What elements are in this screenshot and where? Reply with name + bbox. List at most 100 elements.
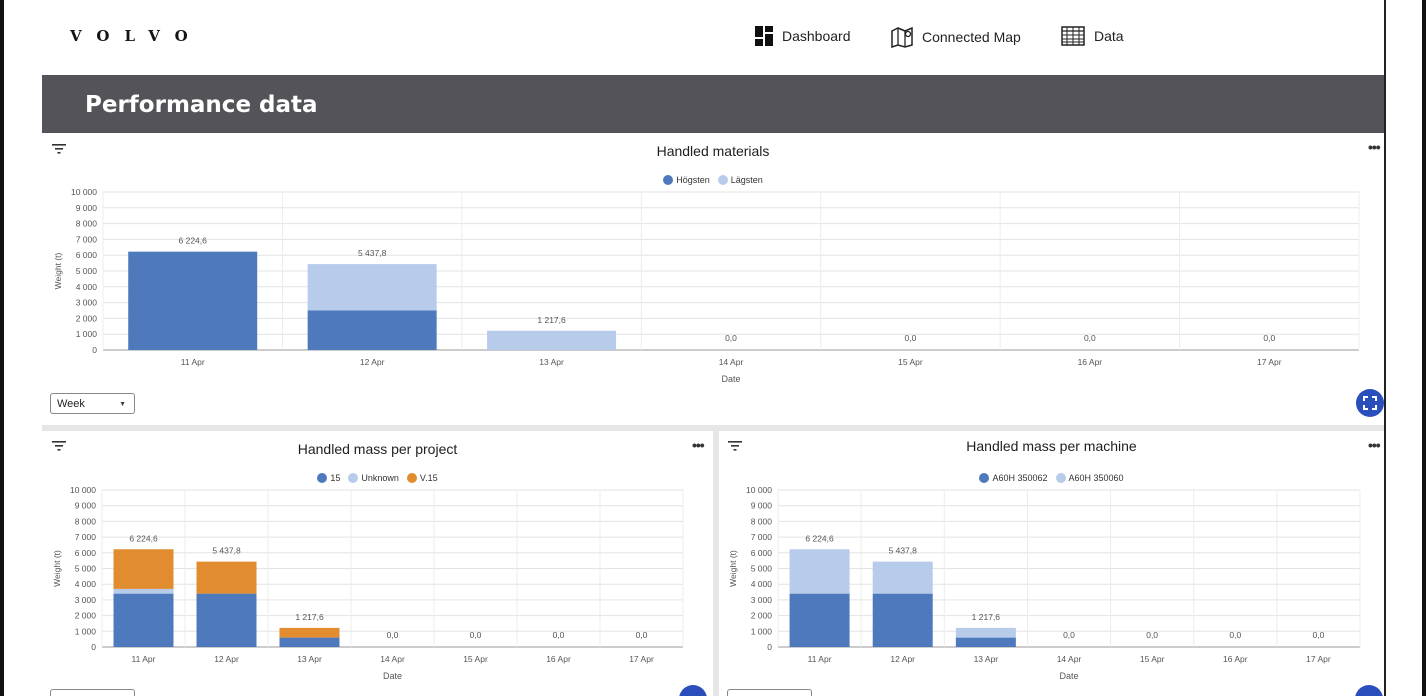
legend-item[interactable]: Lägsten [717, 175, 763, 185]
dashboard-icon [755, 26, 773, 46]
legend-label: 15 [330, 473, 341, 483]
more-options-icon[interactable]: ••• [1368, 139, 1381, 155]
legend-label: A60H 350060 [1068, 473, 1124, 483]
data-label: 0,0 [470, 630, 482, 640]
x-tick-label: 14 Apr [380, 654, 405, 664]
y-tick-label: 5 000 [75, 564, 97, 574]
data-label: 0,0 [1084, 333, 1096, 343]
y-axis-title: Weight (t) [53, 252, 63, 289]
data-label: 0,0 [636, 630, 648, 640]
y-tick-label: 2 000 [75, 611, 97, 621]
x-tick-label: 12 Apr [890, 654, 915, 664]
nav-data[interactable]: Data [1061, 26, 1124, 46]
x-tick-label: 17 Apr [1306, 654, 1331, 664]
bar-segment [789, 593, 850, 647]
x-tick-label: 16 Apr [1223, 654, 1248, 664]
map-icon [891, 26, 913, 48]
chart-legend: Högsten Lägsten [42, 175, 1384, 185]
data-label: 1 217,6 [537, 315, 566, 325]
page-banner: Performance data [42, 75, 1384, 133]
legend-item[interactable]: 15 [317, 473, 340, 483]
legend-item[interactable]: Högsten [663, 175, 710, 185]
x-tick-label: 14 Apr [1057, 654, 1082, 664]
bar-segment [128, 251, 258, 350]
handled-materials-chart: 0 1 000 2 000 3 000 4 000 5 000 6 000 7 000 8 00… [53, 187, 1360, 384]
data-label: 1 217,6 [972, 612, 1001, 622]
panel-title: Handled mass per project [297, 441, 458, 457]
panel-mass-per-project: Handled mass per project ••• 15 Unknown … [42, 431, 713, 696]
legend-item[interactable]: Unknown [348, 473, 399, 483]
volvo-logo[interactable]: VOLVO [70, 27, 203, 45]
bar-segment [955, 627, 1016, 638]
x-tick-label: 15 Apr [898, 357, 923, 367]
bar-segment [279, 637, 340, 647]
legend-item[interactable]: V.15 [406, 473, 438, 483]
y-tick-label: 0 [91, 642, 96, 652]
nav-connected-map[interactable]: Connected Map [891, 26, 1021, 48]
y-tick-label: 8 000 [751, 516, 773, 526]
bar-segment [196, 593, 257, 647]
period-select-project[interactable] [50, 689, 135, 696]
y-tick-label: 7 000 [75, 532, 97, 542]
period-select-value: Week [57, 398, 85, 410]
legend-swatch [979, 473, 990, 483]
y-tick-label: 9 000 [751, 501, 773, 511]
page-title: Performance data [85, 92, 318, 118]
legend-item[interactable]: A60H 350060 [1055, 473, 1124, 483]
y-tick-label: 0 [92, 345, 97, 355]
data-label: 0,0 [1313, 630, 1325, 640]
period-select[interactable]: Week ▼ [50, 393, 135, 414]
x-tick-label: 13 Apr [297, 654, 322, 664]
data-label: 6 224,6 [129, 533, 158, 543]
x-axis-title: Date [383, 671, 402, 681]
more-options-icon[interactable]: ••• [692, 437, 705, 453]
y-tick-label: 8 000 [75, 516, 97, 526]
nav-dashboard[interactable]: Dashboard [755, 26, 851, 46]
expand-button[interactable] [1355, 685, 1383, 696]
data-label: 0,0 [1063, 630, 1075, 640]
data-label: 5 437,8 [358, 248, 387, 258]
table-icon [1061, 26, 1085, 46]
mass-per-project-chart: 0 1 000 2 000 3 000 4 000 5 000 6 000 7 000 8 00… [52, 485, 684, 681]
filter-icon[interactable] [52, 440, 66, 452]
y-tick-label: 6 000 [76, 250, 98, 260]
legend-item[interactable]: A60H 350062 [979, 473, 1048, 483]
data-label: 0,0 [905, 333, 917, 343]
bar-segment [487, 330, 617, 350]
x-tick-label: 15 Apr [1140, 654, 1165, 664]
more-options-icon[interactable]: ••• [1368, 437, 1381, 453]
x-tick-label: 11 Apr [132, 654, 156, 664]
filter-icon[interactable] [728, 440, 742, 452]
data-label: 0,0 [553, 630, 565, 640]
data-label: 0,0 [725, 333, 737, 343]
x-tick-label: 16 Apr [1078, 357, 1103, 367]
legend-swatch [1055, 473, 1066, 483]
legend-label: Unknown [361, 473, 399, 483]
bar-segment [113, 593, 174, 647]
bar-segment [872, 561, 933, 594]
legend-swatch [317, 473, 328, 483]
panel-handled-materials: Handled materials ••• Högsten Lägsten 0 1… [42, 133, 1384, 425]
y-tick-label: 4 000 [76, 282, 98, 292]
nav-connected-map-label: Connected Map [922, 29, 1021, 45]
x-axis-title: Date [1059, 671, 1078, 681]
period-select-machine[interactable] [727, 689, 812, 696]
bar-segment [955, 637, 1016, 647]
y-tick-label: 10 000 [70, 485, 96, 495]
x-tick-label: 12 Apr [214, 654, 239, 664]
expand-button[interactable] [679, 685, 707, 696]
bar-segment [279, 627, 340, 638]
x-tick-label: 11 Apr [181, 357, 205, 367]
panel-title: Handled mass per machine [966, 438, 1137, 454]
bar-segment [113, 588, 174, 594]
y-tick-label: 9 000 [75, 501, 97, 511]
y-axis-title: Weight (t) [52, 550, 62, 587]
y-tick-label: 8 000 [76, 219, 98, 229]
y-tick-label: 7 000 [76, 234, 98, 244]
filter-icon[interactable] [52, 143, 66, 155]
expand-button[interactable] [1356, 389, 1384, 417]
data-label: 6 224,6 [805, 533, 834, 543]
data-label: 1 217,6 [295, 612, 324, 622]
x-axis-title: Date [721, 374, 740, 384]
chart-legend: A60H 350062 A60H 350060 [719, 473, 1384, 483]
